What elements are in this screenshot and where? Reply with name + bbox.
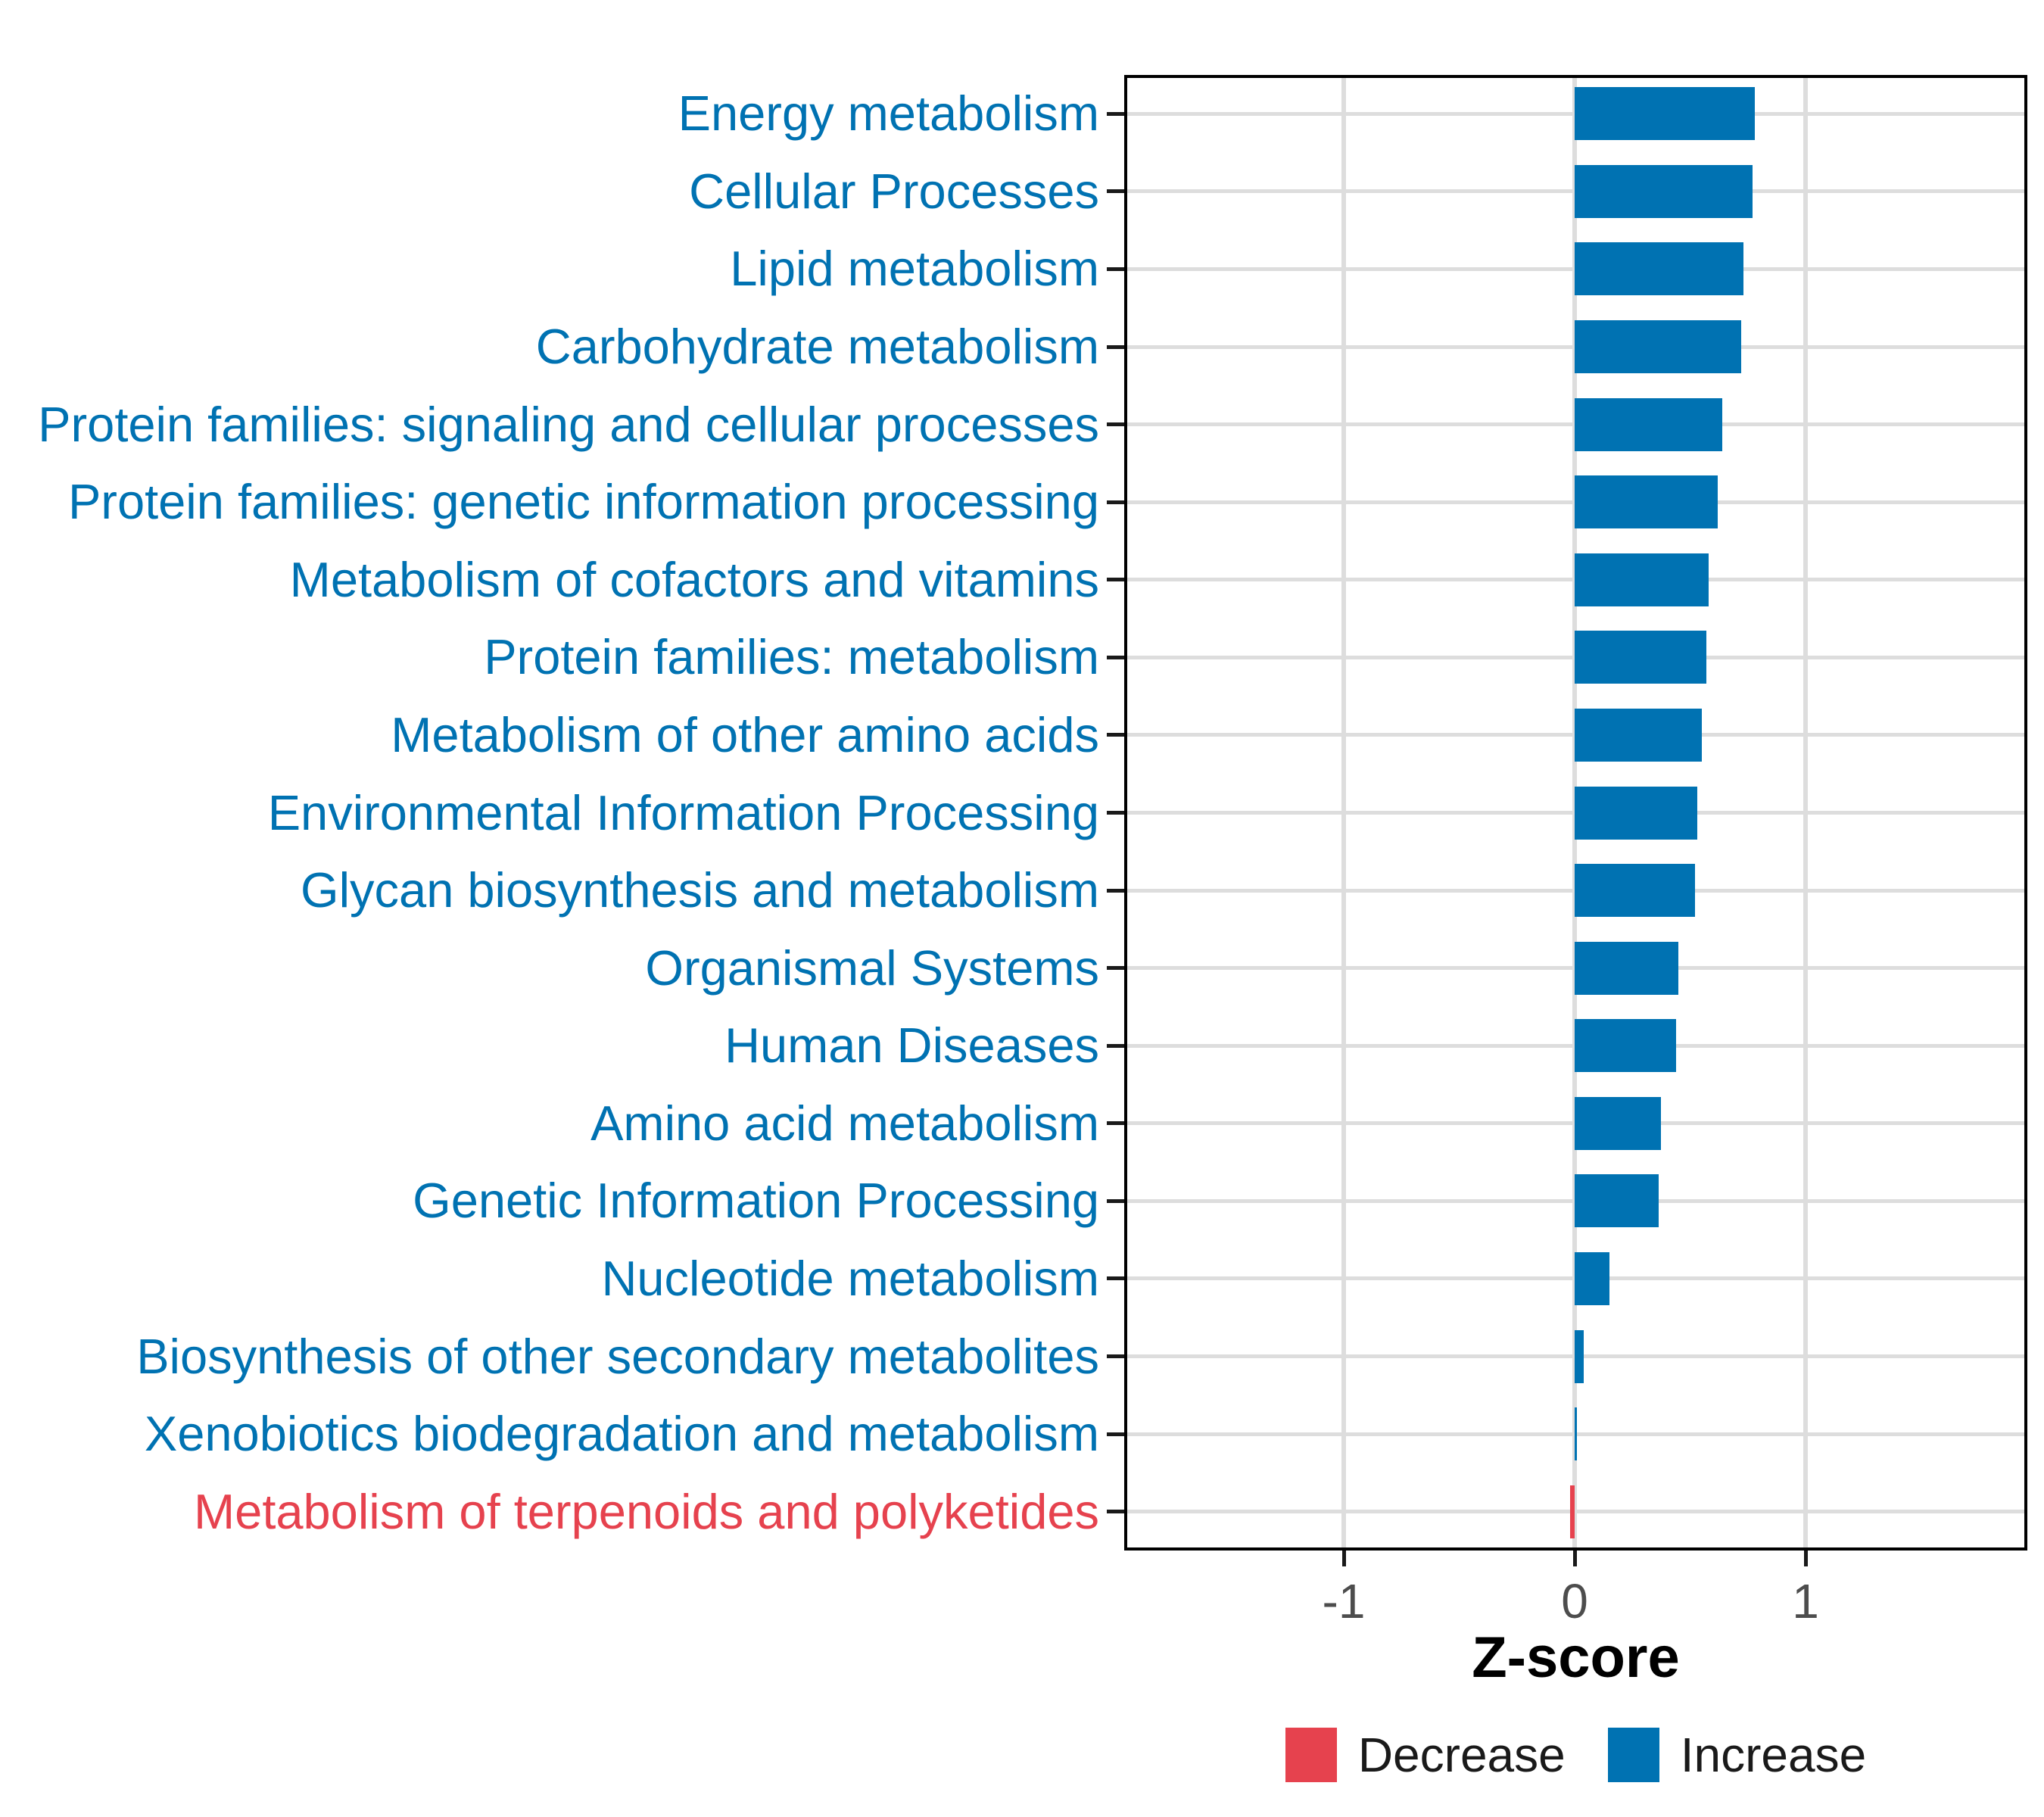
y-axis-tick <box>1107 1432 1124 1436</box>
y-axis-tick <box>1107 811 1124 815</box>
bar-increase <box>1575 631 1706 684</box>
y-axis-tick <box>1107 422 1124 427</box>
bar-increase <box>1575 1019 1677 1073</box>
bar-increase <box>1575 786 1697 840</box>
legend-label: Decrease <box>1357 1728 1566 1782</box>
legend-swatch-decrease <box>1285 1728 1337 1782</box>
bar-increase <box>1575 320 1741 374</box>
y-axis-tick <box>1107 266 1124 271</box>
category-label: Glycan biosynthesis and metabolism <box>301 862 1099 918</box>
legend-item-increase: Increase <box>1607 1728 1867 1782</box>
category-label: Protein families: metabolism <box>484 629 1099 685</box>
y-axis-tick <box>1107 578 1124 582</box>
x-tick-label: -1 <box>1322 1574 1366 1628</box>
category-label: Environmental Information Processing <box>267 784 1099 840</box>
category-label: Cellular Processes <box>689 163 1099 219</box>
bar-increase <box>1575 1407 1578 1461</box>
category-label: Metabolism of terpenoids and polyketides <box>194 1483 1099 1539</box>
y-axis-tick <box>1107 966 1124 971</box>
y-axis-tick <box>1107 1510 1124 1514</box>
bar-increase <box>1575 553 1709 606</box>
category-label: Protein families: signaling and cellular… <box>38 396 1099 452</box>
category-label: Nucleotide metabolism <box>601 1250 1099 1306</box>
legend-label: Increase <box>1680 1728 1867 1782</box>
legend: Decrease Increase <box>1124 1728 2027 1782</box>
y-axis-tick <box>1107 1354 1124 1359</box>
bar-increase <box>1575 1174 1659 1228</box>
bar-increase <box>1575 397 1723 451</box>
y-axis-tick <box>1107 1121 1124 1126</box>
x-axis-tick <box>1341 1550 1346 1566</box>
x-tick-label: 1 <box>1792 1574 1819 1628</box>
category-label: Xenobiotics biodegradation and metabolis… <box>144 1406 1099 1462</box>
y-axis-tick <box>1107 888 1124 893</box>
bar-decrease <box>1569 1485 1575 1538</box>
y-axis-tick <box>1107 1276 1124 1281</box>
horizontal-gridline <box>1124 1510 2027 1514</box>
category-label: Organismal Systems <box>645 940 1099 996</box>
category-label: Metabolism of cofactors and vitamins <box>289 551 1099 607</box>
x-axis-tick <box>1572 1550 1577 1566</box>
bar-increase <box>1575 164 1753 218</box>
y-axis-tick <box>1107 733 1124 737</box>
bar-increase <box>1575 87 1755 141</box>
bar-increase <box>1575 1251 1609 1305</box>
plot-panel <box>1124 75 2027 1551</box>
category-label: Lipid metabolism <box>730 241 1099 297</box>
x-axis-title: Z-score <box>1472 1625 1680 1690</box>
y-axis-tick <box>1107 111 1124 116</box>
legend-swatch-increase <box>1607 1728 1659 1782</box>
category-label: Biosynthesis of other secondary metaboli… <box>136 1328 1099 1384</box>
category-label: Human Diseases <box>724 1018 1099 1074</box>
x-tick-label: 0 <box>1561 1574 1588 1628</box>
bar-increase <box>1575 1329 1584 1383</box>
y-axis-tick <box>1107 1043 1124 1048</box>
y-axis-tick <box>1107 344 1124 349</box>
bar-increase <box>1575 941 1679 995</box>
category-label: Energy metabolism <box>678 86 1099 142</box>
bar-increase <box>1575 864 1695 918</box>
bar-increase <box>1575 242 1743 296</box>
x-axis-tick <box>1803 1550 1808 1566</box>
category-label: Carbohydrate metabolism <box>535 319 1099 375</box>
y-axis-tick <box>1107 1198 1124 1203</box>
bar-increase <box>1575 1096 1662 1150</box>
bar-increase <box>1575 475 1718 529</box>
legend-item-decrease: Decrease <box>1285 1728 1566 1782</box>
y-axis-tick <box>1107 500 1124 504</box>
category-label: Amino acid metabolism <box>590 1095 1099 1151</box>
y-axis-tick <box>1107 189 1124 194</box>
category-label: Protein families: genetic information pr… <box>67 474 1099 530</box>
y-axis-tick <box>1107 655 1124 659</box>
category-label: Genetic Information Processing <box>413 1173 1099 1229</box>
category-label: Metabolism of other amino acids <box>391 706 1099 762</box>
bar-increase <box>1575 708 1702 762</box>
